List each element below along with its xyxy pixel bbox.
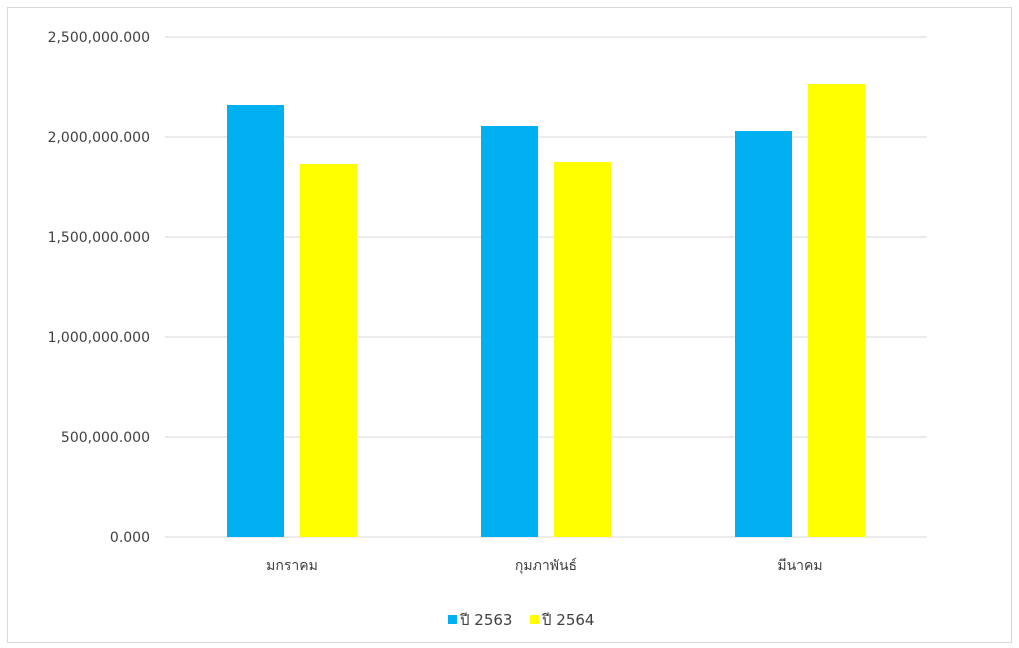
bar-1-1 <box>227 105 284 537</box>
legend: ปี 2563 ปี 2564 <box>448 611 594 629</box>
y-axis: 0.000 500,000.000 1,000,000.000 1,500,000.0… <box>48 30 150 546</box>
bar-1-2 <box>481 126 538 537</box>
x-axis: มกราคม กุมภาพันธ์ มีนาคม <box>266 557 822 574</box>
bars <box>227 84 865 537</box>
legend-swatch <box>448 615 457 624</box>
x-tick-label: มีนาคม <box>777 558 822 574</box>
gridlines <box>165 36 927 538</box>
bar-2-1 <box>300 164 357 537</box>
legend-swatch <box>530 615 539 624</box>
bar-2-3 <box>808 84 865 537</box>
bar-2-2 <box>554 162 611 537</box>
y-tick-label: 500,000.000 <box>61 430 150 446</box>
bar-1-3 <box>735 131 792 537</box>
y-tick-label: 1,500,000.000 <box>48 230 150 246</box>
legend-label: ปี 2563 <box>459 611 512 629</box>
y-tick-label: 0.000 <box>110 530 150 546</box>
legend-label: ปี 2564 <box>541 611 594 629</box>
x-tick-label: กุมภาพันธ์ <box>515 557 577 574</box>
y-tick-label: 2,000,000.000 <box>48 130 150 146</box>
y-tick-label: 1,000,000.000 <box>48 330 150 346</box>
y-tick-label: 2,500,000.000 <box>48 30 150 46</box>
x-tick-label: มกราคม <box>266 558 318 574</box>
